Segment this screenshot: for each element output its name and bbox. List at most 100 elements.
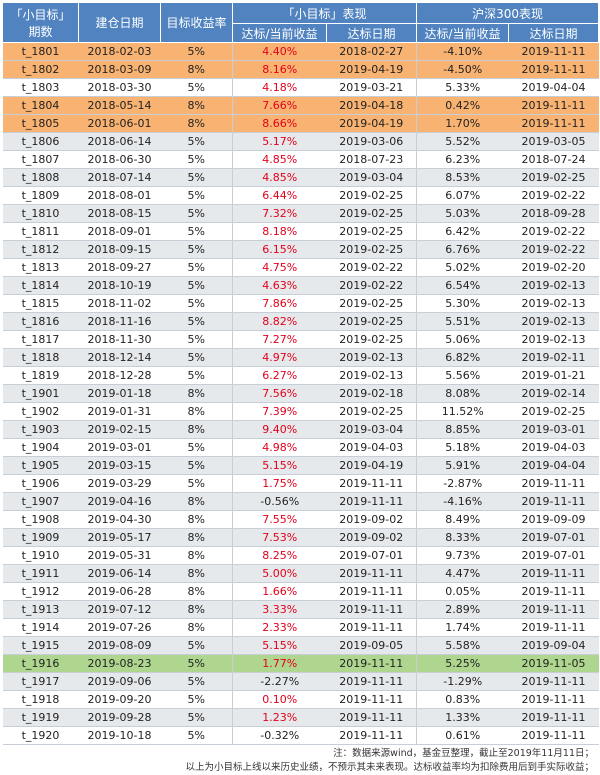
fund-date-cell: 2019-11-11 [326, 582, 417, 601]
period-cell: t_1807 [2, 150, 79, 169]
index-return-cell: 0.05% [416, 582, 509, 601]
index-return-header: 达标/当前收益 [416, 23, 510, 43]
fund-return-cell: 4.97% [232, 348, 327, 367]
index-date-cell: 2019-07-01 [508, 528, 599, 547]
index-date-cell: 2019-02-13 [508, 312, 599, 331]
index-return-cell: 4.47% [416, 564, 509, 583]
build-date-cell: 2018-06-30 [78, 150, 161, 169]
index-date-cell: 2019-02-13 [508, 330, 599, 349]
table-row: t_1805 2018-06-01 8% 8.66% 2019-04-19 1.70% 20… [2, 114, 599, 133]
target-rate-cell: 5% [160, 168, 233, 187]
fund-date-cell: 2019-02-25 [326, 204, 417, 223]
index-return-cell: 8.08% [416, 384, 509, 403]
period-cell: t_1912 [2, 582, 79, 601]
index-return-cell: 5.25% [416, 654, 509, 673]
index-date-cell: 2019-11-11 [508, 492, 599, 511]
target-rate-cell: 5% [160, 132, 233, 151]
fund-date-cell: 2019-09-05 [326, 636, 417, 655]
build-date-cell: 2019-08-09 [78, 636, 161, 655]
index-return-cell: 5.06% [416, 330, 509, 349]
period-header-top: 「小目标」 [10, 7, 71, 22]
build-date-cell: 2018-11-30 [78, 330, 161, 349]
build-date-cell: 2018-10-19 [78, 276, 161, 295]
table-row: t_1813 2018-09-27 5% 4.75% 2019-02-22 5.02% 20… [2, 258, 599, 277]
fund-return-cell: 0.10% [232, 690, 327, 709]
fund-date-cell: 2019-04-18 [326, 96, 417, 115]
build-date-cell: 2018-12-14 [78, 348, 161, 367]
index-return-cell: 5.03% [416, 204, 509, 223]
fund-return-cell: 8.25% [232, 546, 327, 565]
build-date-cell: 2019-04-16 [78, 492, 161, 511]
target-rate-cell: 5% [160, 204, 233, 223]
fund-return-cell: 4.85% [232, 168, 327, 187]
target-rate-cell: 5% [160, 42, 233, 61]
period-cell: t_1915 [2, 636, 79, 655]
fund-date-cell: 2019-02-13 [326, 348, 417, 367]
fund-return-cell: 7.56% [232, 384, 327, 403]
target-rate-cell: 5% [160, 726, 233, 745]
build-date-cell: 2019-09-06 [78, 672, 161, 691]
target-rate-cell: 5% [160, 456, 233, 475]
table-row: t_1907 2019-04-16 8% -0.56% 2019-11-11 -4.16%… [2, 492, 599, 511]
fund-return-cell: 8.16% [232, 60, 327, 79]
period-header-bottom: 期数 [28, 24, 53, 39]
footnote-line-2: 以上为小目标上线以来历史业绩，不预示其未来表现。达标收益率均为扣除费用后到手实际… [185, 762, 594, 773]
target-rate-cell: 8% [160, 384, 233, 403]
table-row: t_1909 2019-05-17 8% 7.53% 2019-09-02 8.33% 20… [2, 528, 599, 547]
fund-return-header: 达标/当前收益 [232, 23, 327, 43]
index-return-cell: 6.07% [416, 186, 509, 205]
fund-performance-group-header: 「小目标」表现 [231, 2, 418, 24]
fund-return-cell: 4.40% [232, 42, 327, 61]
table-row: t_1906 2019-03-29 5% 1.75% 2019-11-11 -2.87% 2… [2, 474, 599, 493]
target-rate-cell: 5% [160, 438, 233, 457]
build-date-cell: 2018-06-01 [78, 114, 161, 133]
index-return-cell: 5.30% [416, 294, 509, 313]
fund-date-cell: 2019-11-11 [326, 600, 417, 619]
table-row: t_1911 2019-06-14 8% 5.00% 2019-11-11 4.47% 20… [2, 564, 599, 583]
table-row: t_1808 2018-07-14 5% 4.85% 2019-03-04 8.53% 20… [2, 168, 599, 187]
period-cell: t_1908 [2, 510, 79, 529]
build-date-cell: 2019-06-14 [78, 564, 161, 583]
footnote-line-1: 注：数据来源wind，基金豆整理，截止至2019年11月11日； [333, 748, 594, 759]
period-cell: t_1906 [2, 474, 79, 493]
fund-return-cell: 5.15% [232, 636, 327, 655]
fund-return-cell: 7.86% [232, 294, 327, 313]
fund-return-cell: 1.77% [232, 654, 327, 673]
index-return-cell: 8.53% [416, 168, 509, 187]
period-cell: t_1904 [2, 438, 79, 457]
target-rate-cell: 8% [160, 600, 233, 619]
build-date-cell: 2019-09-28 [78, 708, 161, 727]
fund-date-cell: 2019-11-11 [326, 690, 417, 709]
index-date-cell: 2019-03-01 [508, 420, 599, 439]
period-cell: t_1809 [2, 186, 79, 205]
table-row: t_1904 2019-03-01 5% 4.98% 2019-04-03 5.18% 20… [2, 438, 599, 457]
fund-date-cell: 2019-11-11 [326, 654, 417, 673]
fund-return-cell: 6.27% [232, 366, 327, 385]
fund-return-cell: 7.53% [232, 528, 327, 547]
index-return-cell: 5.51% [416, 312, 509, 331]
index-date-cell: 2019-02-22 [508, 186, 599, 205]
index-date-cell: 2019-02-25 [508, 168, 599, 187]
period-cell: t_1817 [2, 330, 79, 349]
fund-return-cell: 2.33% [232, 618, 327, 637]
index-return-cell: 5.33% [416, 78, 509, 97]
table-row: t_1920 2019-10-18 5% -0.32% 2019-11-11 0.61% 2… [2, 726, 599, 745]
index-date-cell: 2019-11-11 [508, 726, 599, 745]
table-row: t_1901 2019-01-18 8% 7.56% 2019-02-18 8.08% 20… [2, 384, 599, 403]
build-date-cell: 2018-02-03 [78, 42, 161, 61]
fund-return-cell: 4.63% [232, 276, 327, 295]
fund-return-cell: -0.32% [232, 726, 327, 745]
target-rate-cell: 5% [160, 330, 233, 349]
fund-date-cell: 2019-07-01 [326, 546, 417, 565]
index-date-cell: 2019-11-11 [508, 618, 599, 637]
period-cell: t_1814 [2, 276, 79, 295]
index-return-cell: 8.49% [416, 510, 509, 529]
build-date-cell: 2018-08-01 [78, 186, 161, 205]
fund-date-cell: 2019-11-11 [326, 618, 417, 637]
table-row: t_1903 2019-02-15 8% 9.40% 2019-03-04 8.85% 20… [2, 420, 599, 439]
table-row: t_1810 2018-08-15 5% 7.32% 2019-02-25 5.03% 20… [2, 204, 599, 223]
build-date-cell: 2018-03-09 [78, 60, 161, 79]
table-row: t_1812 2018-09-15 5% 6.15% 2019-02-25 6.76% 20… [2, 240, 599, 259]
build-date-cell: 2019-03-29 [78, 474, 161, 493]
